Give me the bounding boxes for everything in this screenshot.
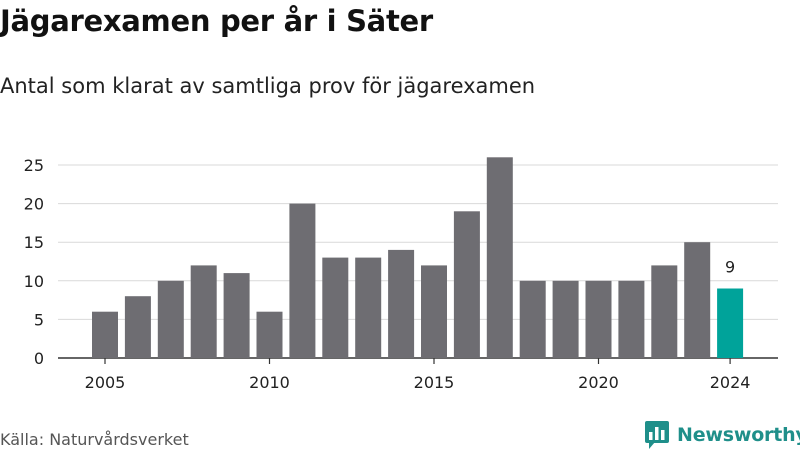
chart-title: Jägarexamen per år i Säter xyxy=(0,4,433,38)
bar-2014 xyxy=(388,249,415,358)
source-note: Källa: Naturvårdsverket xyxy=(0,430,189,449)
bar-2024 xyxy=(717,288,744,358)
data-label-2024: 9 xyxy=(725,258,735,277)
y-tick-label-15: 15 xyxy=(24,233,44,252)
bar-2007 xyxy=(157,280,184,358)
labels: 0 5 10 15 20 25 2005 2010 2015 2020 2024 9 xyxy=(24,156,751,392)
bar-2021 xyxy=(618,280,645,358)
chart-subtitle: Antal som klarat av samtliga prov för jä… xyxy=(0,74,536,98)
y-tick-label-10: 10 xyxy=(24,272,44,291)
bar-2008 xyxy=(190,265,217,358)
bar-2023 xyxy=(684,242,711,358)
bar-2009 xyxy=(223,273,250,358)
bar-2011 xyxy=(289,203,316,358)
y-tick-label-20: 20 xyxy=(24,195,44,214)
bar-2017 xyxy=(486,157,513,358)
bar-2020 xyxy=(585,280,612,358)
bars xyxy=(92,157,744,358)
brand-name: Newsworthy xyxy=(677,424,800,446)
x-tick-label-2015: 2015 xyxy=(414,373,455,392)
bar-2010 xyxy=(256,311,283,358)
x-tick-label-2005: 2005 xyxy=(85,373,126,392)
bar-2012 xyxy=(322,257,349,358)
bar-2013 xyxy=(355,257,382,358)
x-tick-label-2010: 2010 xyxy=(249,373,290,392)
bar-2006 xyxy=(124,296,151,358)
y-tick-label-5: 5 xyxy=(34,310,44,329)
y-tick-label-25: 25 xyxy=(24,156,44,175)
bar-2018 xyxy=(519,280,546,358)
bar-chart: 0 5 10 15 20 25 2005 2010 2015 2020 2024 9 xyxy=(24,156,778,392)
y-tick-label-0: 0 xyxy=(34,349,44,368)
bar-chart-speech-bubble-icon xyxy=(645,421,669,449)
bar-2005 xyxy=(92,311,118,358)
bar-2015 xyxy=(421,265,447,358)
bar-2019 xyxy=(552,280,579,358)
bar-2022 xyxy=(651,265,678,358)
x-tick-label-2024: 2024 xyxy=(710,373,751,392)
brand-logo: Newsworthy xyxy=(645,421,800,449)
bar-2016 xyxy=(453,211,480,358)
x-tick-label-2020: 2020 xyxy=(578,373,619,392)
